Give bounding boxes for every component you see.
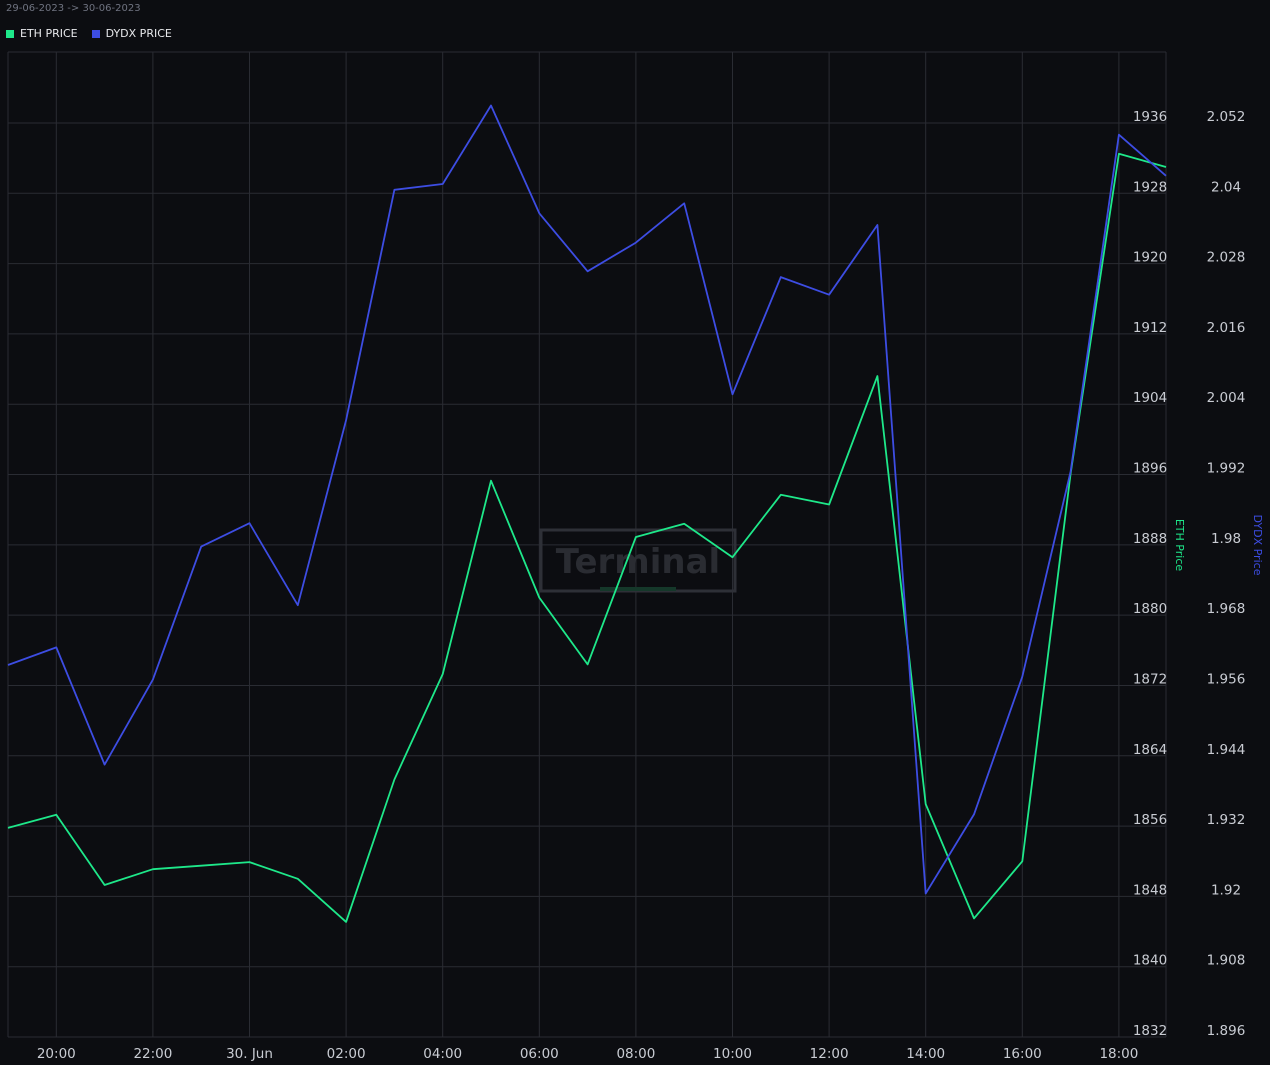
- y-right-tick-label: 2.016: [1207, 320, 1246, 336]
- y-left-tick-label: 1888: [1133, 531, 1167, 547]
- y-left-tick-label: 1840: [1133, 953, 1167, 969]
- grid: [7, 51, 1167, 1038]
- y-right-tick-label: 2.04: [1211, 179, 1241, 195]
- y-left-tick-label: 1912: [1133, 320, 1167, 336]
- y-axis-right-ticks: 1.896 1.908 1.92 1.932 1.944 1.956 1.968 1.98 1.…: [1207, 109, 1246, 1039]
- y-left-tick-label: 1872: [1133, 671, 1167, 687]
- y-left-tick-label: 1848: [1133, 882, 1167, 898]
- y-left-tick-label: 1832: [1133, 1023, 1167, 1039]
- x-tick-label: 18:00: [1099, 1046, 1138, 1062]
- legend-swatch-eth: [6, 29, 14, 38]
- y-right-tick-label: 2.052: [1207, 109, 1246, 125]
- x-tick-label: 30. Jun: [226, 1046, 273, 1062]
- y-right-tick-label: 1.98: [1211, 531, 1241, 547]
- x-tick-label: 22:00: [133, 1046, 172, 1062]
- x-axis-ticks: 20:00 22:00 30. Jun 02:00 04:00 06:00 08:00 10:…: [37, 1046, 1139, 1062]
- x-tick-label: 20:00: [37, 1046, 76, 1062]
- series-line-eth[interactable]: [7, 152, 1167, 923]
- y-left-tick-label: 1920: [1133, 250, 1167, 266]
- legend-item-dydx[interactable]: DYDX PRICE: [91, 27, 172, 40]
- y-right-tick-label: 1.896: [1207, 1023, 1246, 1039]
- date-range-label: 29-06-2023 -> 30-06-2023: [6, 3, 141, 14]
- y-left-tick-label: 1936: [1133, 109, 1167, 125]
- watermark-bar: [600, 587, 676, 591]
- legend-label-eth: ETH PRICE: [20, 27, 78, 40]
- y-left-tick-label: 1880: [1133, 601, 1167, 617]
- x-tick-label: 14:00: [906, 1046, 945, 1062]
- y-left-tick-label: 1928: [1133, 179, 1167, 195]
- y-left-tick-label: 1864: [1133, 742, 1167, 758]
- y-right-tick-label: 1.992: [1207, 461, 1246, 477]
- y-left-tick-label: 1856: [1133, 812, 1167, 828]
- y-right-tick-label: 2.028: [1207, 250, 1246, 266]
- y-right-tick-label: 1.968: [1207, 601, 1246, 617]
- watermark-text: Terminal: [556, 542, 720, 582]
- y-right-tick-label: 1.944: [1207, 742, 1246, 758]
- y-axis-left-ticks: 1832 1840 1848 1856 1864 1872 1880 1888 1896 1904…: [1133, 109, 1167, 1039]
- legend: ETH PRICE DYDX PRICE: [6, 27, 172, 40]
- y-right-tick-label: 1.92: [1211, 882, 1241, 898]
- y-right-tick-label: 2.004: [1207, 390, 1246, 406]
- y-right-tick-label: 1.956: [1207, 671, 1246, 687]
- x-tick-label: 12:00: [810, 1046, 849, 1062]
- x-tick-label: 10:00: [713, 1046, 752, 1062]
- y-axis-right-title: DYDX Price: [1251, 515, 1264, 576]
- x-tick-label: 04:00: [423, 1046, 462, 1062]
- watermark: Terminal: [539, 528, 737, 593]
- series-group: [7, 104, 1167, 923]
- x-tick-label: 08:00: [616, 1046, 655, 1062]
- x-tick-label: 02:00: [327, 1046, 366, 1062]
- legend-item-eth[interactable]: ETH PRICE: [6, 27, 78, 40]
- x-tick-label: 16:00: [1003, 1046, 1042, 1062]
- y-left-tick-label: 1896: [1133, 461, 1167, 477]
- x-tick-label: 06:00: [520, 1046, 559, 1062]
- legend-swatch-dydx: [91, 29, 100, 38]
- legend-label-dydx: DYDX PRICE: [105, 27, 172, 40]
- y-left-tick-label: 1904: [1133, 390, 1167, 406]
- y-right-tick-label: 1.932: [1207, 812, 1246, 828]
- y-axis-left-title: ETH Price: [1173, 519, 1186, 572]
- y-right-tick-label: 1.908: [1207, 953, 1246, 969]
- series-line-dydx[interactable]: [7, 104, 1167, 895]
